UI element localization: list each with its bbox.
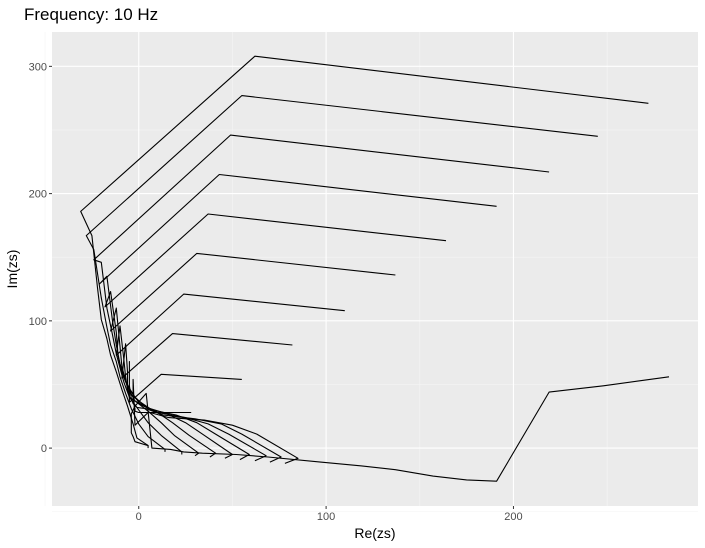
series-line-11 [130, 376, 670, 482]
y-axis-title: Im(zs) [4, 250, 20, 289]
y-tick-label: 300 [29, 61, 47, 73]
series-line-3 [93, 134, 550, 455]
x-tick-label: 100 [317, 511, 335, 523]
series-line-1 [80, 55, 649, 449]
chart-title: Frequency: 10 Hz [24, 5, 158, 24]
plot-panel [52, 32, 698, 506]
x-tick-label: 0 [136, 511, 142, 523]
y-tick-label: 200 [29, 189, 47, 201]
x-axis-title: Re(zs) [354, 525, 395, 541]
x-tick-label: 200 [504, 511, 522, 523]
series-line-2 [85, 95, 598, 452]
axis-ticks: 0 100 200 0 100 200 300 [29, 61, 523, 523]
series-line-8 [121, 333, 293, 462]
series-line-7 [115, 293, 345, 461]
series-layer [80, 55, 670, 482]
y-tick-label: 0 [41, 443, 47, 455]
series-line-9 [128, 361, 282, 463]
y-tick-label: 100 [29, 316, 47, 328]
series-line-10 [132, 378, 299, 464]
